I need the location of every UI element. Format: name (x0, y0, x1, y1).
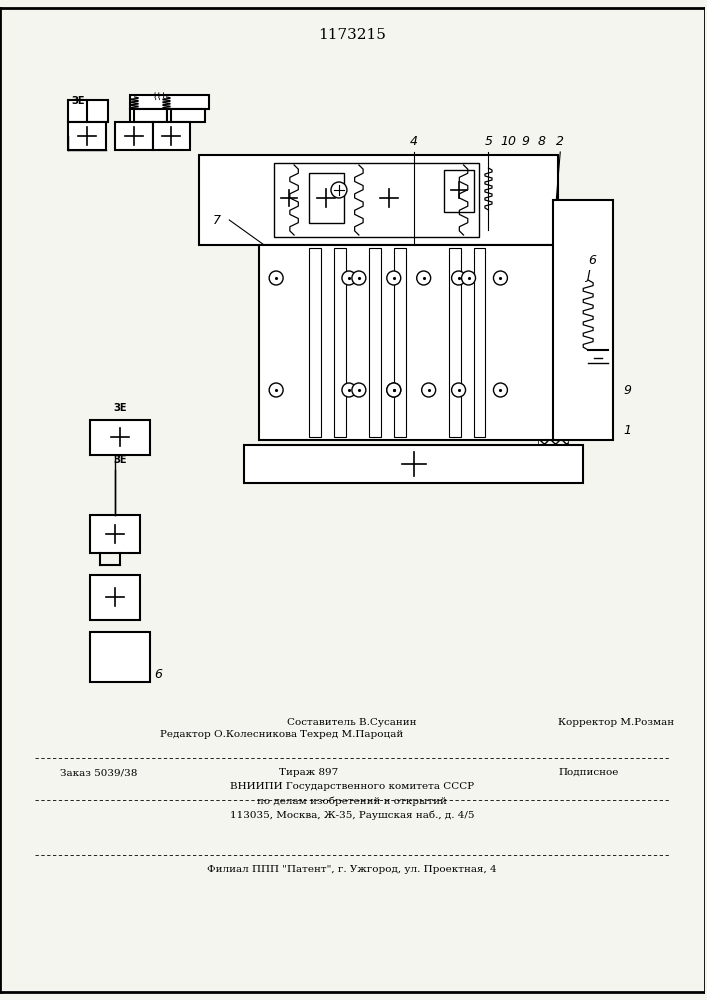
Circle shape (462, 271, 476, 285)
Circle shape (269, 383, 283, 397)
Text: ЗЕ: ЗЕ (113, 403, 127, 413)
Text: Редактор О.Колесникова: Редактор О.Колесникова (160, 730, 297, 739)
Bar (554, 350, 613, 440)
Bar (443, 170, 474, 212)
Bar (474, 248, 486, 437)
Text: ЗЕ: ЗЕ (113, 455, 127, 465)
Circle shape (387, 383, 401, 397)
Text: 6: 6 (588, 253, 596, 266)
Bar (449, 248, 460, 437)
Text: 113035, Москва, Ж-35, Раушская наб., д. 4/5: 113035, Москва, Ж-35, Раушская наб., д. … (230, 810, 474, 820)
Circle shape (342, 383, 356, 397)
Bar (321, 248, 334, 437)
Circle shape (331, 182, 347, 198)
Text: 2: 2 (556, 135, 564, 148)
Text: 7: 7 (214, 214, 221, 227)
Bar (153, 122, 190, 150)
Circle shape (452, 383, 465, 397)
Bar (538, 448, 568, 466)
Bar (90, 420, 150, 455)
Bar (369, 248, 381, 437)
Text: 4: 4 (410, 135, 418, 148)
Text: 1173215: 1173215 (318, 28, 386, 42)
Circle shape (416, 271, 431, 285)
Bar (259, 245, 559, 440)
Circle shape (493, 271, 508, 285)
Bar (538, 430, 568, 448)
Text: Заказ 5039/38: Заказ 5039/38 (60, 768, 137, 777)
Text: 5: 5 (484, 135, 493, 148)
Bar (68, 122, 105, 150)
Bar (394, 248, 406, 437)
Circle shape (269, 271, 283, 285)
Text: J: J (586, 268, 590, 282)
Text: ⌇⌇⌇: ⌇⌇⌇ (153, 93, 167, 103)
Bar (129, 95, 209, 109)
Text: по делам изобретений и открытий: по делам изобретений и открытий (257, 796, 447, 806)
Bar (90, 575, 139, 620)
Circle shape (352, 383, 366, 397)
Text: Техред М.Пароцай: Техред М.Пароцай (300, 730, 404, 739)
Bar (554, 200, 613, 230)
Bar (406, 248, 449, 437)
Text: Тираж 897: Тираж 897 (279, 768, 339, 777)
Bar (309, 248, 321, 437)
Text: 8: 8 (537, 135, 545, 148)
Bar (334, 248, 346, 437)
Text: 10: 10 (501, 135, 516, 148)
Circle shape (493, 383, 508, 397)
Text: Филиал ППП "Патент", г. Ужгород, ул. Проектная, 4: Филиал ППП "Патент", г. Ужгород, ул. Про… (207, 865, 497, 874)
Circle shape (342, 271, 356, 285)
Text: 1: 1 (623, 424, 631, 436)
Bar (554, 200, 613, 440)
Bar (168, 109, 205, 122)
Text: Составитель В.Сусанин: Составитель В.Сусанин (287, 718, 416, 727)
Bar (274, 163, 479, 237)
Circle shape (387, 271, 401, 285)
Text: Корректор М.Розман: Корректор М.Розман (559, 718, 674, 727)
Bar (129, 109, 168, 122)
Bar (244, 445, 583, 483)
Text: 9: 9 (521, 135, 530, 148)
Bar (513, 245, 554, 440)
Circle shape (352, 271, 366, 285)
Bar (199, 155, 274, 245)
Circle shape (452, 271, 465, 285)
Bar (264, 245, 304, 440)
Text: ВНИИПИ Государственного комитета СССР: ВНИИПИ Государственного комитета СССР (230, 782, 474, 791)
Bar (199, 155, 559, 245)
Bar (90, 515, 139, 553)
Bar (68, 100, 107, 122)
Bar (115, 122, 153, 150)
Bar (90, 632, 150, 682)
Text: ЗЕ: ЗЕ (71, 96, 85, 106)
Circle shape (421, 383, 436, 397)
Text: Подписное: Подписное (559, 768, 619, 777)
Bar (479, 155, 559, 245)
Text: 6: 6 (155, 668, 163, 682)
Text: 9: 9 (623, 383, 631, 396)
Circle shape (387, 383, 401, 397)
Bar (309, 173, 344, 223)
